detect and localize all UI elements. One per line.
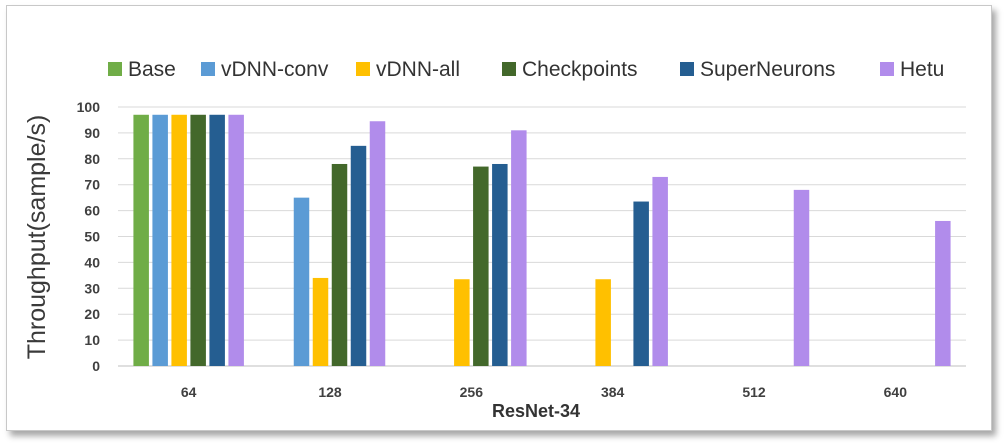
legend-swatch <box>502 62 516 76</box>
bar-hetu-384 <box>652 176 668 366</box>
y-tick-labels: 0 10 20 30 40 50 60 70 80 90 100 <box>77 99 101 374</box>
legend-swatch <box>680 62 694 76</box>
bar-vdnn-all-256 <box>454 279 470 366</box>
bar-vdnn-conv-128 <box>293 197 310 366</box>
legend-label: SuperNeurons <box>700 58 835 81</box>
y-tick-label: 100 <box>77 99 101 115</box>
x-tick-label: 512 <box>742 384 766 400</box>
legend-swatch <box>108 62 122 76</box>
y-tick-label: 60 <box>84 203 100 219</box>
x-tick-label: 256 <box>460 384 484 400</box>
bar-hetu-128 <box>369 121 386 367</box>
y-tick-label: 80 <box>84 151 100 167</box>
y-tick-label: 40 <box>84 254 100 270</box>
bar-vdnn-conv-64 <box>152 114 168 367</box>
x-tick-label: 128 <box>318 384 342 400</box>
y-tick-label: 20 <box>84 306 100 322</box>
legend-label: vDNN-conv <box>221 58 329 81</box>
bar-superneurons-384 <box>633 201 649 366</box>
bar-vdnn-all-384 <box>595 279 611 366</box>
bar-hetu-256 <box>511 130 527 366</box>
y-axis-label: Throughput(sample/s) <box>23 115 51 360</box>
x-tick-label: 64 <box>181 384 197 400</box>
bar-checkpoints-64 <box>190 114 206 367</box>
gridlines <box>118 106 966 367</box>
y-tick-label: 70 <box>84 177 100 193</box>
legend-swatch <box>880 62 894 76</box>
bar-vdnn-all-64 <box>171 114 187 367</box>
y-tick-label: 10 <box>84 332 100 348</box>
bar-superneurons-64 <box>209 114 225 367</box>
x-tick-labels: 64 128 256 384 512 640 <box>181 384 907 400</box>
bar-hetu-64 <box>228 114 244 367</box>
bars <box>133 114 951 367</box>
legend-swatch <box>356 62 370 76</box>
x-tick-label: 384 <box>601 384 625 400</box>
legend-swatch <box>201 62 215 76</box>
y-tick-label: 0 <box>92 358 100 374</box>
x-axis-label: ResNet-34 <box>492 401 580 421</box>
legend-label: Hetu <box>900 58 944 81</box>
legend-label: vDNN-all <box>376 58 460 81</box>
bar-superneurons-128 <box>350 145 367 366</box>
bar-hetu-640 <box>935 220 951 366</box>
bar-vdnn-all-128 <box>312 277 329 366</box>
bar-base-64 <box>133 114 149 367</box>
bar-superneurons-256 <box>492 163 508 366</box>
legend-label: Base <box>128 58 176 81</box>
x-tick-label: 640 <box>884 384 908 400</box>
y-tick-label: 30 <box>84 280 100 296</box>
legend-label: Checkpoints <box>522 58 638 81</box>
legend: Base vDNN-conv vDNN-all Checkpoints SuperNeu… <box>108 58 944 81</box>
bar-hetu-512 <box>793 189 810 366</box>
bar-checkpoints-256 <box>473 166 489 366</box>
y-tick-label: 50 <box>84 229 100 245</box>
bar-checkpoints-128 <box>331 163 348 366</box>
y-tick-label: 90 <box>84 125 100 141</box>
